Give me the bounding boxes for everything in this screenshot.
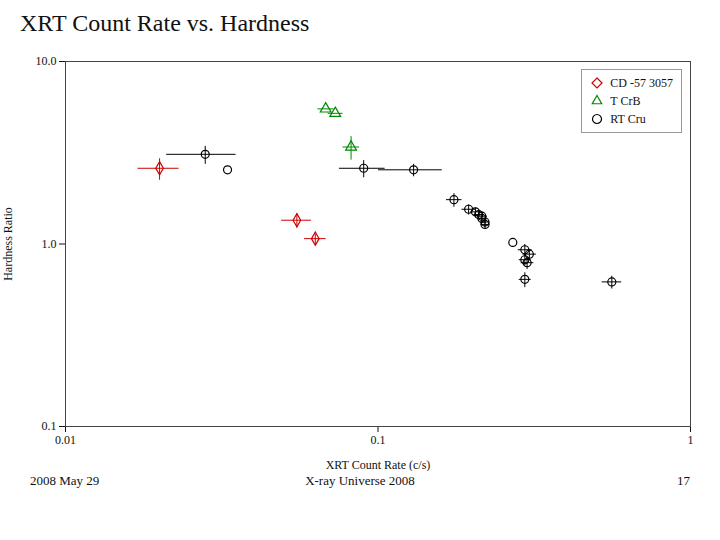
html-text:17: 17 <box>677 473 690 488</box>
svg-text:Hardness Ratio: Hardness Ratio <box>1 207 15 281</box>
svg-text:1.0: 1.0 <box>42 237 57 251</box>
html-text:X-ray Universe 2008: X-ray Universe 2008 <box>305 473 415 488</box>
html-text:RT Cru: RT Cru <box>610 112 646 126</box>
html-text:T CrB: T CrB <box>610 94 641 108</box>
svg-text:0.01: 0.01 <box>55 433 76 447</box>
svg-text:XRT Count Rate (c/s): XRT Count Rate (c/s) <box>326 458 431 472</box>
html-text:2008 May 29: 2008 May 29 <box>30 473 100 488</box>
svg-text:0.1: 0.1 <box>371 433 386 447</box>
svg-text:10.0: 10.0 <box>36 54 57 68</box>
html-text:XRT Count Rate vs. Hardness: XRT Count Rate vs. Hardness <box>20 10 310 36</box>
svg-text:1: 1 <box>688 433 694 447</box>
svg-text:0.1: 0.1 <box>42 419 57 433</box>
html-text:CD -57 3057: CD -57 3057 <box>610 76 673 90</box>
